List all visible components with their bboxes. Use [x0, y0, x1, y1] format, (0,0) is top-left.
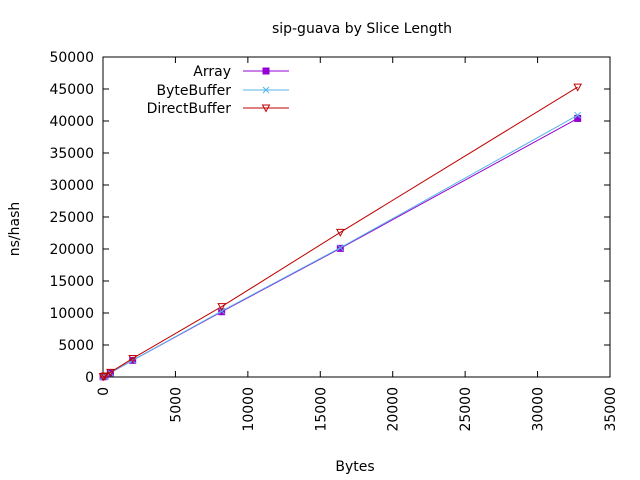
legend: Array ByteBuffer DirectBuffer — [147, 64, 289, 117]
legend-label: DirectBuffer — [147, 101, 232, 117]
x-tick-label: 30000 — [531, 387, 547, 432]
y-tick-label: 40000 — [49, 114, 94, 130]
x-tick-label: 10000 — [241, 387, 257, 432]
series-group — [98, 83, 583, 382]
y-tick-label: 25000 — [49, 210, 94, 226]
legend-item-array: Array — [193, 64, 289, 80]
y-tick-label: 10000 — [49, 306, 94, 322]
legend-label: ByteBuffer — [157, 83, 232, 99]
data-point — [217, 303, 227, 312]
chart-title: sip-guava by Slice Length — [272, 21, 452, 37]
y-tick-label: 15000 — [49, 274, 94, 290]
data-point — [336, 244, 344, 252]
x-tick-label: 5000 — [168, 387, 184, 423]
data-point — [100, 372, 110, 381]
y-tick-label: 50000 — [49, 50, 94, 66]
y-tick-label: 0 — [85, 370, 94, 386]
x-tick-label: 20000 — [386, 387, 402, 432]
data-point — [335, 228, 345, 237]
x-axis: 0 5000 10000 15000 20000 25000 30000 35000 — [96, 57, 619, 432]
legend-marker — [262, 86, 270, 94]
y-tick-label: 20000 — [49, 242, 94, 258]
y-tick-label: 30000 — [49, 178, 94, 194]
legend-item-directbuffer: DirectBuffer — [147, 101, 289, 117]
data-point — [574, 111, 582, 119]
y-tick-label: 45000 — [49, 82, 94, 98]
series-line — [102, 86, 578, 378]
y-tick-label: 35000 — [49, 146, 94, 162]
x-axis-label: Bytes — [335, 459, 374, 475]
legend-marker — [261, 104, 271, 113]
legend-item-bytebuffer: ByteBuffer — [157, 83, 289, 99]
series-directbuffer — [98, 83, 583, 382]
x-tick-label: 0 — [96, 387, 112, 396]
x-tick-label: 35000 — [603, 387, 619, 432]
x-tick-label: 15000 — [313, 387, 329, 432]
legend-label: Array — [193, 64, 231, 80]
data-point — [99, 373, 108, 382]
data-point — [106, 368, 115, 377]
data-point — [573, 83, 583, 92]
x-tick-label: 25000 — [458, 387, 474, 432]
y-tick-label: 5000 — [58, 338, 94, 354]
y-axis-label: ns/hash — [7, 202, 23, 257]
y-axis: 0 5000 10000 15000 20000 25000 30000 35000 40000… — [49, 50, 610, 386]
legend-marker — [262, 67, 270, 75]
data-point — [128, 354, 138, 363]
